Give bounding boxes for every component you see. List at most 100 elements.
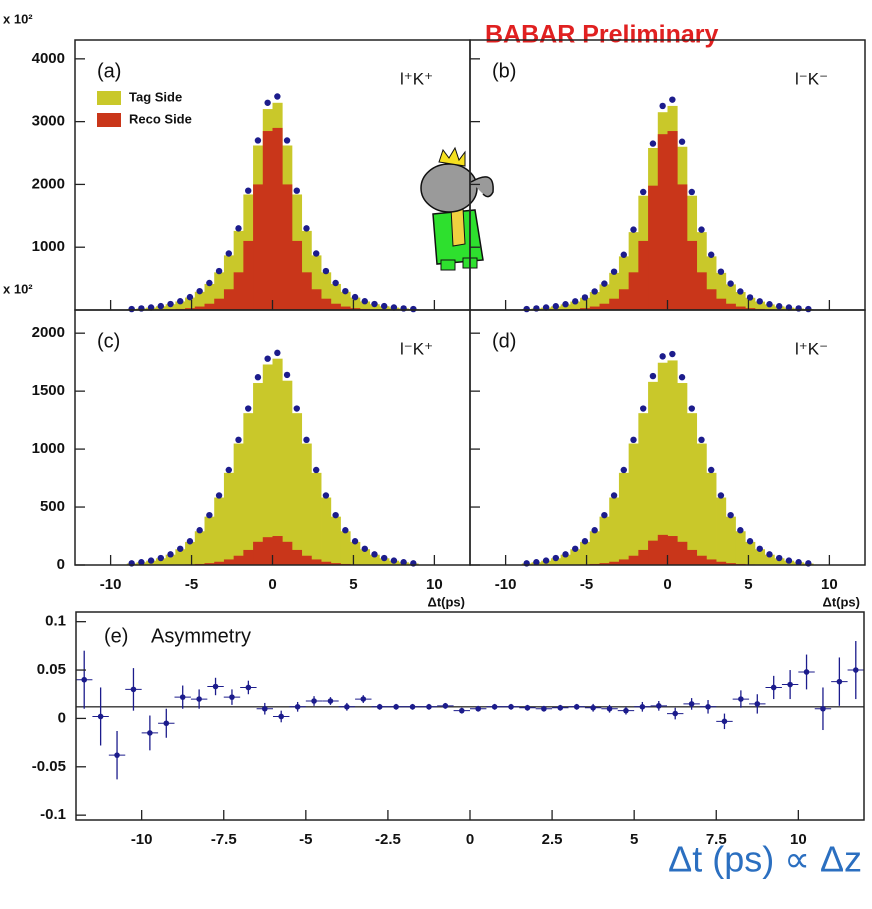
x-tick-label: -10 xyxy=(495,576,517,593)
histogram-bar xyxy=(725,303,736,310)
histogram-bar xyxy=(321,561,332,565)
histogram-bar xyxy=(657,134,668,310)
data-point xyxy=(557,704,564,711)
data-point xyxy=(705,704,711,710)
data-point xyxy=(698,436,705,444)
histogram-bar xyxy=(648,540,659,565)
histogram-bar xyxy=(589,531,600,565)
data-point xyxy=(303,225,310,232)
data-point xyxy=(327,698,334,704)
histogram-bar xyxy=(321,497,332,565)
panel-title: Asymmetry xyxy=(151,625,251,647)
histogram-bar xyxy=(745,297,756,310)
data-point xyxy=(206,511,213,519)
data-point xyxy=(542,304,550,311)
data-point xyxy=(390,557,398,564)
histogram-bar xyxy=(204,563,215,565)
data-point xyxy=(606,705,613,712)
data-point xyxy=(803,669,810,675)
x-tick-label: -5 xyxy=(299,831,312,848)
data-point xyxy=(261,705,268,712)
histogram-bar xyxy=(350,308,361,310)
data-point xyxy=(708,251,715,258)
data-point xyxy=(717,492,725,499)
histogram-bar xyxy=(330,516,341,565)
data-point xyxy=(351,538,359,545)
panel-label: (c) xyxy=(97,330,120,352)
histogram-bar xyxy=(686,549,698,565)
histogram-bar xyxy=(667,131,678,310)
histogram-bar xyxy=(214,561,225,565)
data-point xyxy=(688,405,695,412)
data-point xyxy=(229,694,235,700)
data-point xyxy=(147,304,155,311)
histogram-bar xyxy=(214,272,225,310)
histogram-bar xyxy=(599,516,610,565)
data-point xyxy=(212,683,219,690)
legend-swatch xyxy=(97,113,121,127)
data-point xyxy=(361,298,368,305)
x-tick-label: -7.5 xyxy=(211,831,237,848)
x-axis-label: Δt(ps) xyxy=(427,594,465,609)
histogram-bar xyxy=(735,292,746,310)
data-point xyxy=(254,137,262,144)
x-tick-label: 0 xyxy=(663,576,671,593)
y-multiplier: x 10² xyxy=(3,11,33,26)
panel-annotation: l⁺K⁻ xyxy=(795,339,828,358)
data-point xyxy=(442,703,449,709)
histogram-bar xyxy=(667,360,678,565)
histogram-bar xyxy=(774,558,785,565)
data-point xyxy=(659,102,666,110)
data-point xyxy=(196,696,202,702)
histogram-bar xyxy=(165,554,176,565)
histogram-bar xyxy=(262,364,273,565)
data-point xyxy=(785,304,793,311)
histogram-bar xyxy=(253,541,264,565)
histogram-bar xyxy=(185,308,196,310)
data-point xyxy=(254,374,262,381)
data-point xyxy=(737,288,744,295)
histogram-bar xyxy=(696,232,707,310)
histogram-bar xyxy=(340,291,351,310)
histogram-bar xyxy=(340,306,351,310)
histogram-bar xyxy=(350,541,361,565)
data-point xyxy=(852,667,859,673)
data-point xyxy=(727,511,734,519)
histogram-bar xyxy=(233,555,244,565)
histogram-bar xyxy=(272,127,283,310)
data-point xyxy=(640,188,647,196)
data-point xyxy=(278,713,285,720)
y-tick-label: 3000 xyxy=(32,113,65,130)
histogram-bar xyxy=(330,303,341,310)
histogram-bar xyxy=(648,185,659,310)
data-point xyxy=(766,301,773,308)
histogram-bar xyxy=(716,298,727,310)
histogram-bar xyxy=(311,289,322,310)
data-point xyxy=(746,538,754,545)
x-tick-label: 7.5 xyxy=(706,831,727,848)
data-point xyxy=(623,707,629,714)
data-point xyxy=(245,684,252,691)
histogram-bar xyxy=(262,131,273,310)
panel-annotation: l⁺K⁺ xyxy=(400,69,433,88)
data-point xyxy=(746,294,754,301)
x-tick-label: 10 xyxy=(821,576,838,593)
data-point xyxy=(678,138,686,145)
data-point xyxy=(756,298,763,305)
histogram-bar xyxy=(609,561,620,565)
panel-label: (d) xyxy=(492,330,516,352)
histogram-bar xyxy=(609,272,620,310)
histogram-bar xyxy=(359,549,371,565)
histogram-bar xyxy=(725,516,736,565)
data-point xyxy=(601,511,608,519)
histogram-bar xyxy=(667,536,678,565)
data-point xyxy=(186,293,194,301)
histogram-bar xyxy=(253,383,264,565)
data-point xyxy=(573,704,580,710)
histogram-bar xyxy=(754,301,766,310)
data-point xyxy=(138,559,145,566)
data-point xyxy=(542,557,550,564)
data-point xyxy=(737,527,744,534)
data-point xyxy=(591,288,598,295)
x-tick-label: -10 xyxy=(100,576,122,593)
